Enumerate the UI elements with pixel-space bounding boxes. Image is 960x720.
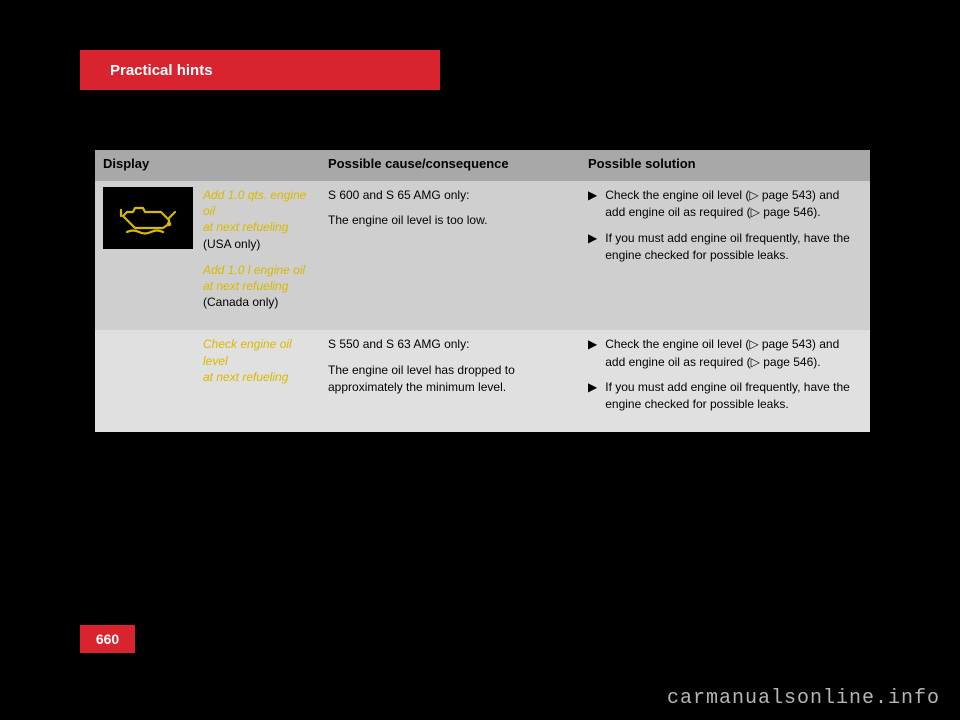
cell-cause: S 550 and S 63 AMG only: The engine oil … (320, 330, 580, 432)
cause-body: The engine oil level has dropped to appr… (328, 362, 572, 397)
section-title: Practical hints (110, 62, 213, 79)
display-messages: Check engine oil level at next refueling (203, 336, 312, 422)
solution-text: If you must add engine oil frequently, h… (605, 379, 862, 414)
display-messages: Add 1.0 qts. engine oil at next refuelin… (203, 187, 312, 320)
solution-item: ▶ If you must add engine oil frequently,… (588, 379, 862, 414)
bullet-icon: ▶ (588, 230, 597, 265)
display-line: Check engine oil level (203, 337, 292, 367)
cell-display: Check engine oil level at next refueling (95, 330, 320, 432)
display-line: at next refueling (203, 279, 288, 293)
solution-text: Check the engine oil level (▷ page 543) … (605, 187, 862, 222)
page-number: 660 (96, 631, 119, 647)
watermark-text: carmanualsonline.info (667, 687, 940, 710)
bullet-icon: ▶ (588, 379, 597, 414)
table-header-row: Display Possible cause/consequence Possi… (95, 150, 870, 181)
cause-body: The engine oil level is too low. (328, 212, 572, 229)
cell-display: Add 1.0 qts. engine oil at next refuelin… (95, 181, 320, 330)
icon-placeholder (103, 336, 193, 422)
bullet-icon: ▶ (588, 336, 597, 371)
solution-text: If you must add engine oil frequently, h… (605, 230, 862, 265)
solution-item: ▶ Check the engine oil level (▷ page 543… (588, 336, 862, 371)
cause-lead: S 600 and S 65 AMG only: (328, 187, 572, 204)
col-header-display: Display (95, 150, 320, 181)
cause-lead: S 550 and S 63 AMG only: (328, 336, 572, 353)
col-header-solution: Possible solution (580, 150, 870, 181)
solution-list: ▶ Check the engine oil level (▷ page 543… (588, 187, 862, 265)
display-note: (Canada only) (203, 295, 278, 309)
cell-solution: ▶ Check the engine oil level (▷ page 543… (580, 181, 870, 330)
solution-text: Check the engine oil level (▷ page 543) … (605, 336, 862, 371)
solution-item: ▶ If you must add engine oil frequently,… (588, 230, 862, 265)
col-header-cause: Possible cause/consequence (320, 150, 580, 181)
cell-solution: ▶ Check the engine oil level (▷ page 543… (580, 330, 870, 432)
cell-cause: S 600 and S 65 AMG only: The engine oil … (320, 181, 580, 330)
section-header: Practical hints (80, 50, 440, 90)
solution-list: ▶ Check the engine oil level (▷ page 543… (588, 336, 862, 414)
display-line: Add 1.0 qts. engine oil (203, 188, 306, 218)
table-row: Check engine oil level at next refueling… (95, 330, 870, 432)
solution-item: ▶ Check the engine oil level (▷ page 543… (588, 187, 862, 222)
oil-warning-icon (103, 187, 193, 249)
display-line: Add 1.0 l engine oil (203, 263, 305, 277)
display-line: at next refueling (203, 370, 288, 384)
display-line: at next refueling (203, 220, 288, 234)
table-row: Add 1.0 qts. engine oil at next refuelin… (95, 181, 870, 330)
display-note: (USA only) (203, 237, 260, 251)
troubleshooting-table: Display Possible cause/consequence Possi… (95, 150, 870, 432)
page-number-badge: 660 (80, 625, 135, 653)
bullet-icon: ▶ (588, 187, 597, 222)
